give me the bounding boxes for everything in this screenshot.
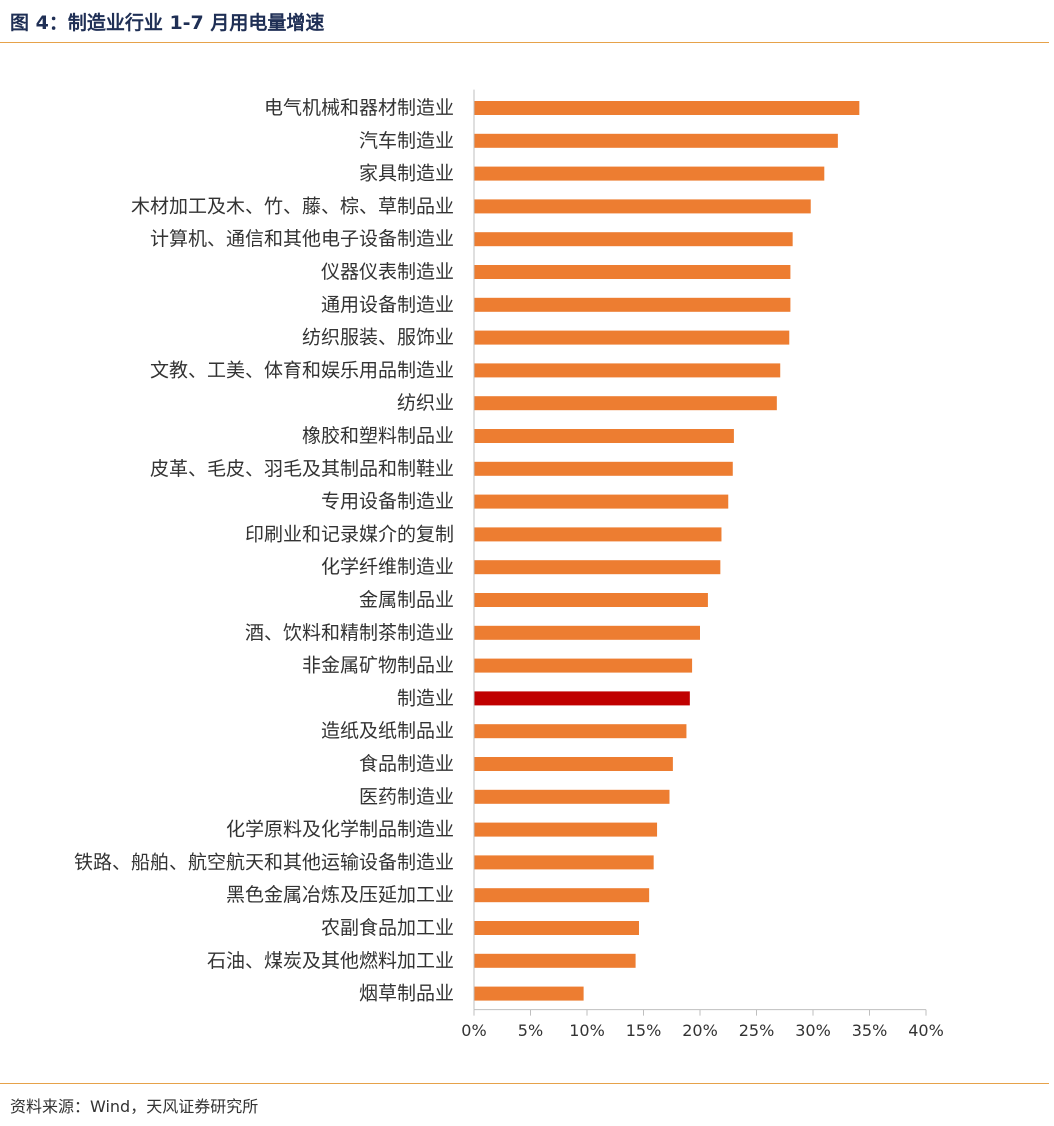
- x-tick-label: 40%: [908, 1021, 944, 1040]
- bar-10: [474, 429, 734, 443]
- bar-19: [474, 724, 687, 739]
- category-label: 黑色金属冶炼及压延加工业: [226, 884, 454, 906]
- category-label: 印刷业和记录媒介的复制: [245, 523, 454, 545]
- category-label: 专用设备制造业: [321, 491, 454, 513]
- x-tick-label: 35%: [852, 1021, 888, 1040]
- category-label: 酒、饮料和精制茶制造业: [245, 622, 454, 644]
- bar-23: [474, 855, 654, 870]
- category-label: 仪器仪表制造业: [321, 261, 454, 283]
- bar-5: [474, 265, 791, 279]
- x-tick-label: 5%: [518, 1021, 543, 1040]
- bar-25: [474, 921, 639, 935]
- x-tick-label: 10%: [569, 1021, 605, 1040]
- bar-20: [474, 757, 673, 771]
- category-label: 计算机、通信和其他电子设备制造业: [150, 228, 454, 250]
- bar-0: [474, 101, 860, 115]
- category-label: 纺织服装、服饰业: [302, 327, 454, 349]
- bar-24: [474, 888, 650, 903]
- bar-27: [474, 986, 584, 1001]
- bar-11: [474, 461, 733, 476]
- category-label: 纺织业: [397, 392, 454, 414]
- category-label: 家具制造业: [359, 163, 454, 185]
- category-label: 金属制品业: [359, 589, 454, 611]
- category-label: 石油、煤炭及其他燃料加工业: [207, 950, 454, 972]
- category-label: 食品制造业: [359, 753, 454, 775]
- category-label: 医药制造业: [359, 786, 454, 808]
- category-label: 农副食品加工业: [321, 917, 454, 939]
- bar-16: [474, 625, 700, 640]
- bar-12: [474, 494, 729, 509]
- category-label: 橡胶和塑料制品业: [302, 425, 454, 447]
- bar-chart: 电气机械和器材制造业汽车制造业家具制造业木材加工及木、竹、藤、棕、草制品业计算机…: [74, 89, 944, 1040]
- bar-13: [474, 527, 722, 542]
- bar-14: [474, 560, 721, 575]
- category-label: 文教、工美、体育和娱乐用品制造业: [150, 359, 454, 381]
- bar-3: [474, 199, 811, 214]
- bar-17: [474, 658, 693, 673]
- category-label: 制造业: [397, 687, 454, 709]
- bar-1: [474, 133, 838, 148]
- bar-22: [474, 822, 658, 837]
- category-label: 铁路、船舶、航空航天和其他运输设备制造业: [74, 851, 454, 873]
- x-tick-label: 15%: [626, 1021, 662, 1040]
- category-label: 造纸及纸制品业: [321, 720, 454, 742]
- category-label: 电气机械和器材制造业: [264, 97, 454, 119]
- bar-7: [474, 330, 790, 345]
- x-tick-label: 25%: [739, 1021, 775, 1040]
- bar-4: [474, 232, 793, 247]
- category-label: 木材加工及木、竹、藤、棕、草制品业: [131, 195, 454, 217]
- bar-9: [474, 396, 777, 411]
- category-label: 化学纤维制造业: [321, 556, 454, 578]
- category-label: 通用设备制造业: [321, 294, 454, 316]
- bar-8: [474, 363, 781, 378]
- category-label: 非金属矿物制品业: [302, 655, 454, 677]
- title-divider: [0, 42, 1049, 43]
- bar-21: [474, 789, 670, 804]
- category-label: 化学原料及化学制品制造业: [226, 819, 454, 841]
- x-tick-label: 20%: [682, 1021, 718, 1040]
- bar-6: [474, 297, 791, 312]
- footer-divider: [0, 1083, 1049, 1084]
- bar-18: [474, 691, 690, 706]
- bar-26: [474, 953, 636, 968]
- x-tick-label: 0%: [461, 1021, 486, 1040]
- source-note: 资料来源：Wind，天风证券研究所: [10, 1097, 259, 1116]
- category-label: 烟草制品业: [359, 983, 454, 1005]
- x-tick-label: 30%: [795, 1021, 831, 1040]
- figure-title: 图 4：制造业行业 1-7 月用电量增速: [10, 12, 325, 34]
- category-label: 皮革、毛皮、羽毛及其制品和制鞋业: [150, 458, 454, 480]
- category-label: 汽车制造业: [359, 130, 454, 152]
- bar-2: [474, 166, 825, 181]
- bar-15: [474, 593, 708, 607]
